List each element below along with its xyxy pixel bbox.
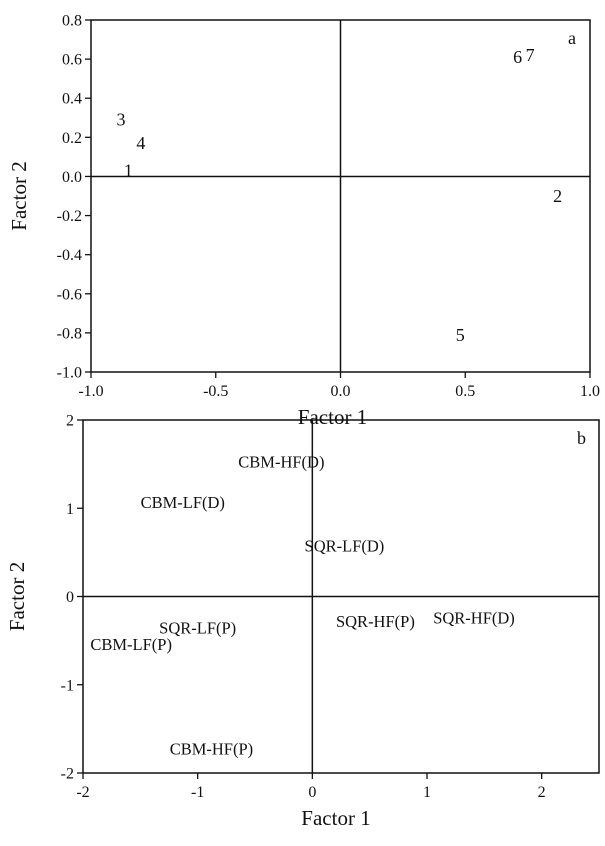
y-tick-label: 0.6 <box>62 52 82 69</box>
y-tick-label: 1 <box>66 501 74 518</box>
point-label: SQR-HF(D) <box>433 609 515 628</box>
y-tick-label: -0.8 <box>57 325 82 342</box>
y-tick-label: 2 <box>66 413 74 430</box>
point-label: 5 <box>456 325 465 345</box>
point-label: CBM-LF(D) <box>141 493 225 512</box>
point-label: 4 <box>136 133 145 153</box>
panel-b-zero-axes <box>83 420 599 773</box>
x-tick-label: 1 <box>423 784 431 801</box>
x-tick-label: 2 <box>538 784 546 801</box>
panel-b-y-ticks: 2 1 0 -1 -2 <box>61 413 83 783</box>
x-tick-label: -1 <box>191 784 204 801</box>
y-tick-label: 0.8 <box>62 13 82 30</box>
point-label: SQR-HF(P) <box>336 612 415 631</box>
y-tick-label: 0 <box>66 589 74 606</box>
panel-a: 0.8 0.6 0.4 0.2 0.0 -0.2 -0.4 -0.6 -0.8 -1.0 -1.0… <box>7 13 600 430</box>
point-label: CBM-LF(P) <box>90 635 172 654</box>
y-tick-label: -0.4 <box>57 247 82 264</box>
point-label: 6 <box>513 47 522 67</box>
y-tick-label: -2 <box>61 766 74 783</box>
panel-b-points: CBM-HF(D)CBM-LF(D)SQR-LF(D)SQR-LF(P)CBM-… <box>90 452 514 758</box>
x-tick-label: 0 <box>308 784 316 801</box>
x-tick-label: 0.0 <box>331 383 351 400</box>
y-tick-label: -0.6 <box>57 286 82 303</box>
y-tick-label: -1.0 <box>57 365 82 382</box>
panel-b-y-axis-label: Factor 2 <box>5 562 29 631</box>
panel-b-label: b <box>577 428 586 448</box>
panel-a-zero-axes <box>91 20 590 372</box>
point-label: SQR-LF(P) <box>159 618 236 637</box>
y-tick-label: -1 <box>61 677 74 694</box>
panel-a-label: a <box>568 28 576 48</box>
x-tick-label: -2 <box>76 784 89 801</box>
y-tick-label: -0.2 <box>57 208 82 225</box>
point-label: 2 <box>553 186 562 206</box>
panel-b-x-ticks: -2 -1 0 1 2 <box>76 773 546 801</box>
point-label: CBM-HF(P) <box>170 739 253 758</box>
panel-a-x-ticks: -1.0 -0.5 0.0 0.5 1.0 <box>78 372 600 400</box>
point-label: 7 <box>526 45 535 65</box>
panel-a-y-axis-label: Factor 2 <box>7 161 31 230</box>
x-tick-label: -1.0 <box>78 383 103 400</box>
panel-a-points: 1 2 34 5 6 7 <box>116 45 562 345</box>
x-tick-label: -0.5 <box>203 383 228 400</box>
y-tick-label: 0.0 <box>62 169 82 186</box>
y-tick-label: 0.2 <box>62 130 82 147</box>
x-tick-label: 1.0 <box>580 383 600 400</box>
y-tick-label: 0.4 <box>62 91 82 108</box>
point-label: 3 <box>116 110 125 130</box>
point-label: CBM-HF(D) <box>238 452 324 471</box>
panel-b: 2 1 0 -1 -2 -2 -1 0 1 2 CBM-HF(D) CBM-LF(D) SQR-LF… <box>5 413 600 830</box>
panel-a-x-axis-label: Factor 1 <box>298 405 367 429</box>
point-label: SQR-LF(D) <box>305 536 385 555</box>
panel-a-y-ticks: 0.8 0.6 0.4 0.2 0.0 -0.2 -0.4 -0.6 -0.8 -1.0 <box>57 13 91 382</box>
panel-b-x-axis-label: Factor 1 <box>301 806 370 830</box>
point-label: 1 <box>124 161 133 181</box>
x-tick-label: 0.5 <box>455 383 475 400</box>
